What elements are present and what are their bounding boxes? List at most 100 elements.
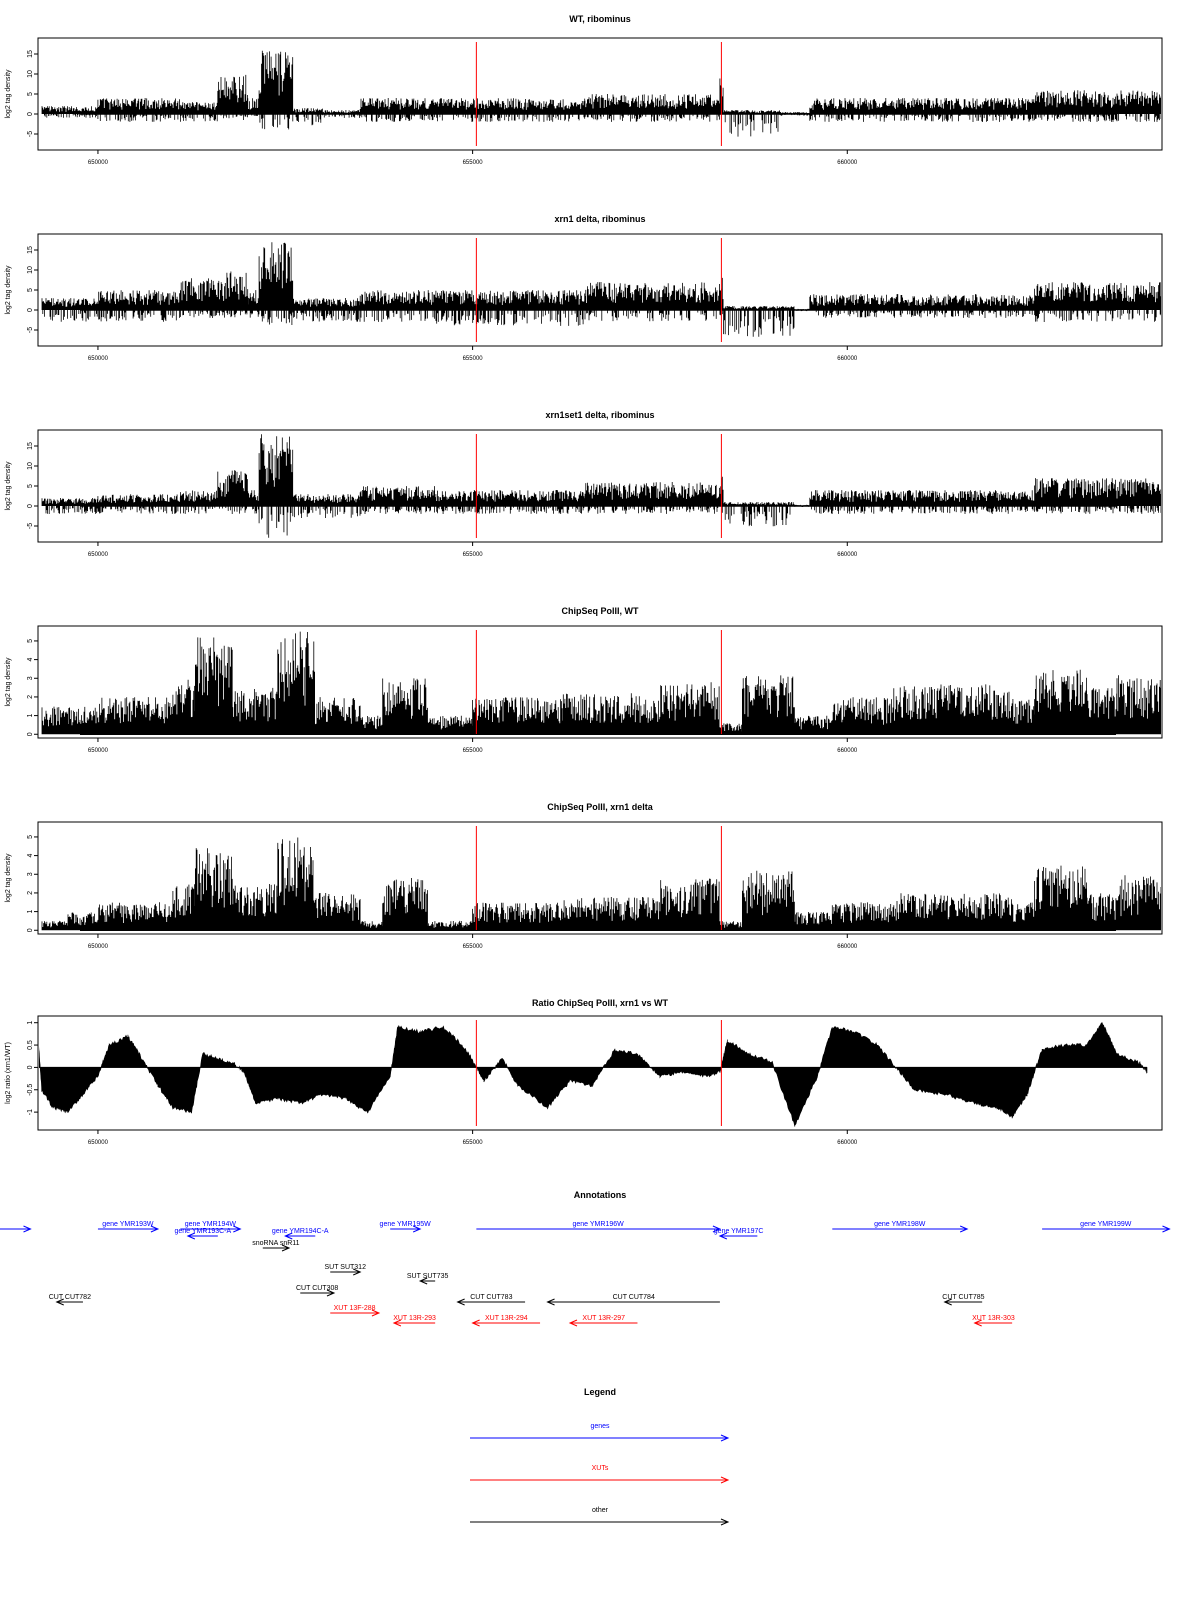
- annotations-title: Annotations: [574, 1190, 627, 1200]
- y-tick-label: -1: [27, 1109, 34, 1115]
- arrow-head: [720, 1434, 730, 1442]
- y-axis-label: log2 tag density: [5, 657, 12, 707]
- y-tick-label: 5: [27, 92, 34, 96]
- y-tick-label: 5: [27, 484, 34, 488]
- annotation-label: CUT CUT783: [470, 1294, 512, 1301]
- y-tick-label: 15: [27, 246, 34, 254]
- y-tick-label: 0: [27, 504, 34, 508]
- arrow-head: [456, 1298, 465, 1306]
- x-tick-label: 660000: [837, 356, 858, 362]
- ratio-area: [39, 1022, 1148, 1127]
- x-tick-label: 655000: [463, 356, 484, 362]
- arrow-head: [55, 1298, 64, 1306]
- x-tick-label: 650000: [88, 160, 109, 166]
- annotation-label: gene YMR195W: [380, 1221, 432, 1228]
- annotation-label: XUT 13R-303: [972, 1315, 1015, 1322]
- panel-1: WT, ribominus log2 tag density -5 0 5 10 15 650…: [5, 14, 1163, 166]
- plot-frame: [37, 821, 1163, 935]
- data-marks: [41, 50, 1161, 137]
- y-axis-label: log2 tag density: [5, 461, 12, 511]
- panel-title: ChipSeq PolII, WT: [562, 606, 639, 616]
- annotation-label: XUT 13R-294: [485, 1315, 528, 1322]
- y-tick-label: -5: [27, 327, 34, 333]
- y-tick-label: 3: [27, 676, 34, 680]
- y-axis-label: log2 ratio (xrn1/WT): [5, 1042, 12, 1104]
- y-tick-label: 1: [27, 1021, 34, 1025]
- x-tick-label: 650000: [88, 552, 109, 558]
- y-tick-label: 4: [27, 658, 34, 662]
- y-tick-label: 10: [27, 70, 34, 78]
- annotation-label: CUT CUT782: [49, 1294, 91, 1301]
- x-tick-label: 660000: [837, 944, 858, 950]
- x-tick-label: 660000: [837, 748, 858, 754]
- annotation-label: gene YMR194C-A: [272, 1228, 329, 1235]
- y-tick-label: 3: [27, 872, 34, 876]
- arrow-head: [718, 1232, 728, 1240]
- annotation-label: CUT CUT784: [613, 1294, 655, 1301]
- annotation-label: SUT SUT312: [324, 1264, 366, 1271]
- data-marks: [41, 434, 1161, 538]
- x-tick-label: 660000: [837, 1140, 858, 1146]
- data-marks: [41, 242, 1161, 337]
- y-axis-label: log2 tag density: [5, 69, 12, 119]
- y-tick-label: -0.5: [27, 1084, 34, 1096]
- arrow-head: [959, 1225, 969, 1233]
- arrow-head: [973, 1319, 982, 1327]
- arrow-head: [353, 1268, 362, 1276]
- y-tick-label: 0: [27, 1065, 34, 1069]
- annotation-label: gene YMR197C: [714, 1228, 764, 1235]
- x-tick-label: 650000: [88, 944, 109, 950]
- arrow-head: [943, 1298, 952, 1306]
- arrow-head: [150, 1225, 160, 1233]
- legend-title: Legend: [584, 1387, 616, 1397]
- arrow-head: [720, 1518, 730, 1526]
- y-tick-label: 2: [27, 695, 34, 699]
- plot-frame: [37, 1015, 1163, 1131]
- y-tick-label: 1: [27, 910, 34, 914]
- panel-title: Ratio ChipSeq PolII, xrn1 vs WT: [532, 998, 669, 1008]
- arrow-head: [371, 1309, 381, 1317]
- panel-4: ChipSeq PolII, WT log2 tag density 0 1 2 3 4 5 6…: [5, 606, 1163, 754]
- y-axis-label: log2 tag density: [5, 265, 12, 315]
- x-tick-label: 655000: [463, 944, 484, 950]
- annotation-label: XUT 13R-297: [582, 1315, 625, 1322]
- arrow-head: [412, 1225, 422, 1233]
- x-tick-label: 655000: [463, 1140, 484, 1146]
- x-tick-label: 650000: [88, 1140, 109, 1146]
- arrow-head: [712, 1225, 722, 1233]
- legend-label: genes: [590, 1423, 610, 1430]
- y-tick-label: 10: [27, 266, 34, 274]
- y-tick-label: 0.5: [27, 1040, 34, 1050]
- arrow-head: [392, 1319, 402, 1327]
- arrow-head: [23, 1225, 32, 1233]
- signal-bars: [41, 50, 1161, 137]
- annotation-label: gene YMR198W: [874, 1221, 926, 1228]
- arrow-head: [568, 1319, 578, 1327]
- annotation-label: CUT CUT785: [942, 1294, 984, 1301]
- panel-title: xrn1 delta, ribominus: [554, 214, 645, 224]
- arrow-head: [281, 1244, 291, 1252]
- x-tick-label: 655000: [463, 160, 484, 166]
- signal-bars: [41, 631, 1161, 735]
- y-tick-label: 1: [27, 714, 34, 718]
- arrow-head: [1162, 1225, 1171, 1233]
- y-tick-label: 0: [27, 928, 34, 932]
- y-axis-label: log2 tag density: [5, 853, 12, 903]
- y-tick-label: 5: [27, 288, 34, 292]
- y-tick-label: 15: [27, 442, 34, 450]
- y-tick-label: 5: [27, 639, 34, 643]
- annotation-label: XUT 13R-293: [393, 1315, 436, 1322]
- annotation-label: XUT 13F-288: [334, 1305, 376, 1312]
- annotation-label: gene YMR194W: [185, 1221, 237, 1228]
- arrow-head: [720, 1476, 730, 1484]
- y-tick-label: -5: [27, 131, 34, 137]
- panel-title: ChipSeq PolII, xrn1 delta: [547, 802, 654, 812]
- y-tick-label: 15: [27, 50, 34, 58]
- y-tick-label: 5: [27, 835, 34, 839]
- annotation-label: gene YMR196W: [573, 1221, 625, 1228]
- panel-title: WT, ribominus: [569, 14, 631, 24]
- panel-5: ChipSeq PolII, xrn1 delta log2 tag densit…: [5, 802, 1163, 950]
- plot-frame: [37, 37, 1163, 151]
- panel-6: Ratio ChipSeq PolII, xrn1 vs WT log2 rati…: [5, 998, 1163, 1146]
